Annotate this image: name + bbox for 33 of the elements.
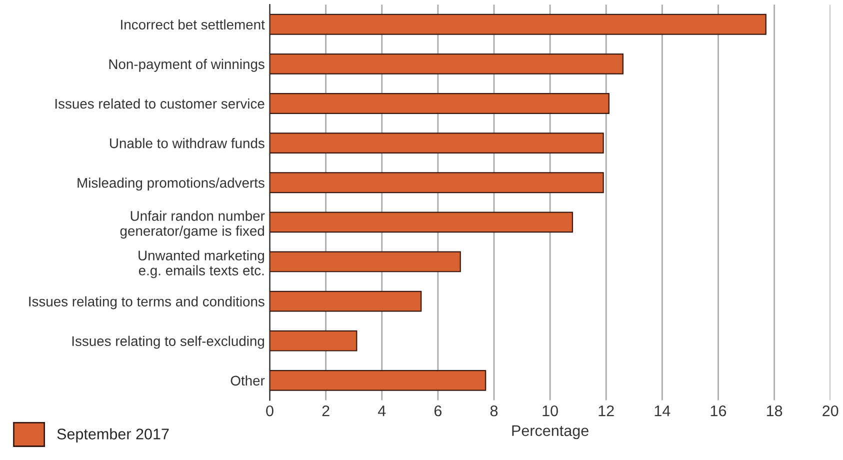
bar [270,212,574,233]
bar [270,132,604,154]
x-tick-label: 2 [322,405,330,416]
y-tick-label: Unable to withdraw funds [110,138,264,148]
x-tick-label: 14 [654,406,670,416]
x-tick-label: 8 [490,405,498,416]
x-tick-label: 0 [266,405,274,416]
x-tick-label: 20 [822,405,838,416]
x-tick-label: 12 [598,405,614,416]
bar [270,14,766,35]
x-tick-label: 18 [766,405,782,416]
y-tick-label: Misleading promotions/adverts [78,178,264,191]
bar [270,290,422,312]
y-tick-label: Non-payment of winnings [109,58,264,72]
x-tick-label: 6 [434,405,442,416]
x-tick-label: 10 [542,405,558,416]
y-tick-label: Issues relating to terms and conditions [29,296,264,310]
y-tick-label: Other [230,375,265,386]
x-tick-label: 16 [710,405,726,416]
y-tick-label: Unfair randon number generator/game is fixed [120,210,265,239]
bar [270,251,461,272]
bar [270,330,358,352]
legend-label: September 2017 [57,428,169,442]
y-tick-label: Incorrect bet settlement [121,19,265,30]
x-axis-title: Percentage [512,425,588,440]
bar [270,93,610,114]
y-tick-label: Unwanted marketing e.g. emails texts etc. [138,250,264,278]
y-tick-label: Issues related to customer service [55,98,264,109]
bar [270,370,486,391]
x-tick-label: 4 [378,406,386,416]
y-tick-label: Issues relating to self-excluding [72,336,264,349]
bar [270,53,624,74]
bar [270,172,604,194]
